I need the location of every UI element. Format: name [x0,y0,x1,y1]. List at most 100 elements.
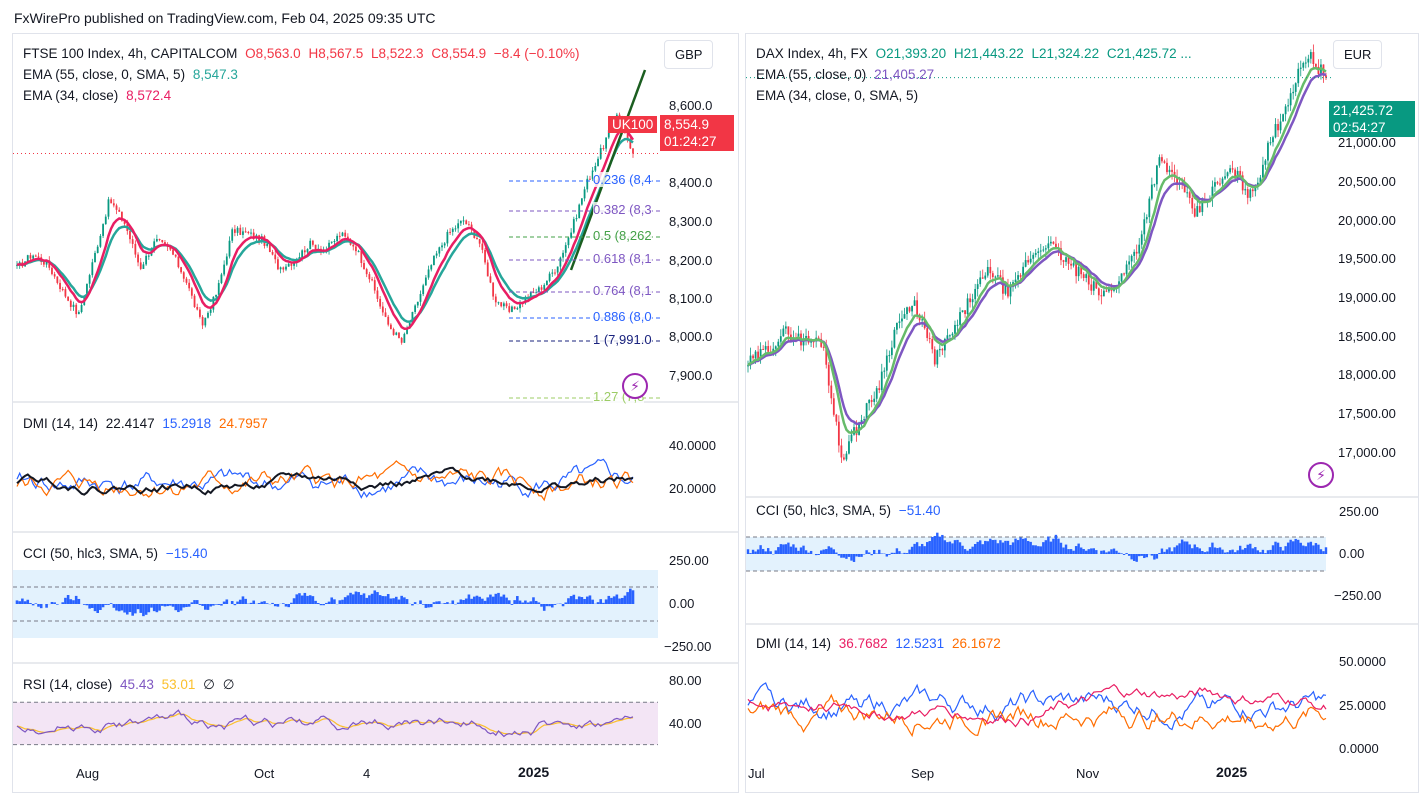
cci-bar [1077,543,1080,554]
cci-bar [1196,547,1199,554]
candle-body [969,298,972,303]
dax-price-tick: 18,000.00 [1338,367,1396,382]
candle-body [1196,206,1199,217]
candle-body [848,441,850,454]
cci-bar [456,602,460,604]
cci-bar [610,597,613,604]
cci-bar [56,604,59,605]
cci-bar [1233,552,1237,554]
ftse-ema34-label[interactable]: EMA (34, close) [23,88,119,103]
candle-body [1294,83,1297,92]
dax-cci-label[interactable]: CCI (50, hlc3, SMA, 5) [756,503,892,518]
cci-bar [852,554,856,562]
candle-body [928,337,931,340]
candle-body [96,246,99,253]
cci-bar [354,591,358,604]
ftse-cci-label[interactable]: CCI (50, hlc3, SMA, 5) [23,546,159,561]
candle-body [1166,162,1168,173]
ftse-open: 8,563.0 [255,46,301,61]
cci-bar [1307,542,1310,554]
cci-bar [764,551,767,554]
cci-bar [507,600,511,604]
cci-bar [1029,541,1032,554]
candle-body [777,341,780,347]
candle-body [443,243,446,246]
candle-body [898,321,901,323]
cci-bar [1085,550,1088,554]
lightning-icon[interactable]: ⚡ [1308,462,1334,488]
dax-chart-canvas[interactable] [746,34,1418,792]
candle-body [406,328,408,334]
candle-body [956,324,959,326]
candle-body [1118,281,1120,287]
ftse-chart-canvas[interactable] [13,34,738,792]
cci-bar [169,604,172,606]
ftse-rsi-label[interactable]: RSI (14, close) [23,677,113,692]
cci-bar [928,541,931,554]
ftse-price-tick: 8,200.0 [669,253,713,268]
ftse-dmi-label[interactable]: DMI (14, 14) [23,416,99,431]
cci-bar [532,597,535,604]
candle-body [182,272,185,279]
cci-bar [840,554,843,558]
candle-body [330,241,333,243]
cci-bar [325,602,328,604]
dax-symbol[interactable]: DAX Index, 4h, FX [756,46,868,61]
candle-body [916,300,919,315]
ftse-chart-panel[interactable]: FTSE 100 Index, 4h, CAPITALCOM O8,563.0 … [12,33,739,793]
lightning-icon[interactable]: ⚡ [622,373,648,399]
candle-body [1188,192,1191,199]
cci-bar [951,543,954,554]
candle-body [1224,176,1226,179]
cci-bar [857,554,861,557]
candle-body [567,237,570,246]
candle-body [271,252,274,255]
cci-bar [23,601,27,604]
ftse-cci-legend: CCI (50, hlc3, SMA, 5) −15.40 [23,543,211,564]
dax-price-tick: 18,500.00 [1338,329,1396,344]
ftse-ema55-label[interactable]: EMA (55, close, 0, SMA, 5) [23,67,186,82]
candle-body [1009,286,1012,297]
ftse-symbol[interactable]: FTSE 100 Index, 4h, CAPITALCOM [23,46,238,61]
cci-bar [400,595,403,604]
candle-body [306,249,309,253]
ftse-high: 8,567.5 [318,46,364,61]
candle-body [435,253,438,256]
cci-bar [1074,546,1078,554]
cci-bar [976,541,979,554]
dax-currency-button[interactable]: EUR [1333,40,1383,69]
ftse-price-tick: 7,900.0 [669,368,713,383]
candle-body [1219,183,1221,185]
ftse-price-tick: 8,400.0 [669,175,713,190]
candle-body [427,269,430,278]
dax-chart-panel[interactable]: DAX Index, 4h, FX O21,393.20 H21,443.22 … [745,33,1419,793]
dax-ema55-label[interactable]: EMA (55, close, 0) [756,67,867,82]
cci-bar [759,545,762,554]
cci-bar [1206,551,1209,554]
candle-body [489,276,492,283]
dax-close: 21,425.72 ... [1116,46,1192,61]
candle-body [546,280,548,285]
dax-ema34-label[interactable]: EMA (34, close, 0, SMA, 5) [756,88,919,103]
cci-bar [1302,545,1305,554]
cci-bar [486,597,490,604]
candle-body [1143,219,1146,235]
candle-body [398,332,400,338]
candle-body [233,229,236,233]
dax-dmi-label[interactable]: DMI (14, 14) [756,636,832,651]
cci-bar [419,600,422,604]
cci-bar [1135,554,1138,562]
candle-body [505,303,508,307]
cci-bar [1039,546,1042,554]
cci-bar [349,592,352,604]
candle-body [266,243,269,246]
cci-bar [1024,538,1027,554]
cci-bar [953,540,957,554]
candle-body [1055,243,1057,249]
cci-bar [1057,538,1060,554]
cci-bar [120,604,124,611]
ftse-currency-button[interactable]: GBP [664,40,714,69]
candle-body [252,232,255,239]
cci-bar [64,597,67,604]
candle-body [1155,165,1158,185]
